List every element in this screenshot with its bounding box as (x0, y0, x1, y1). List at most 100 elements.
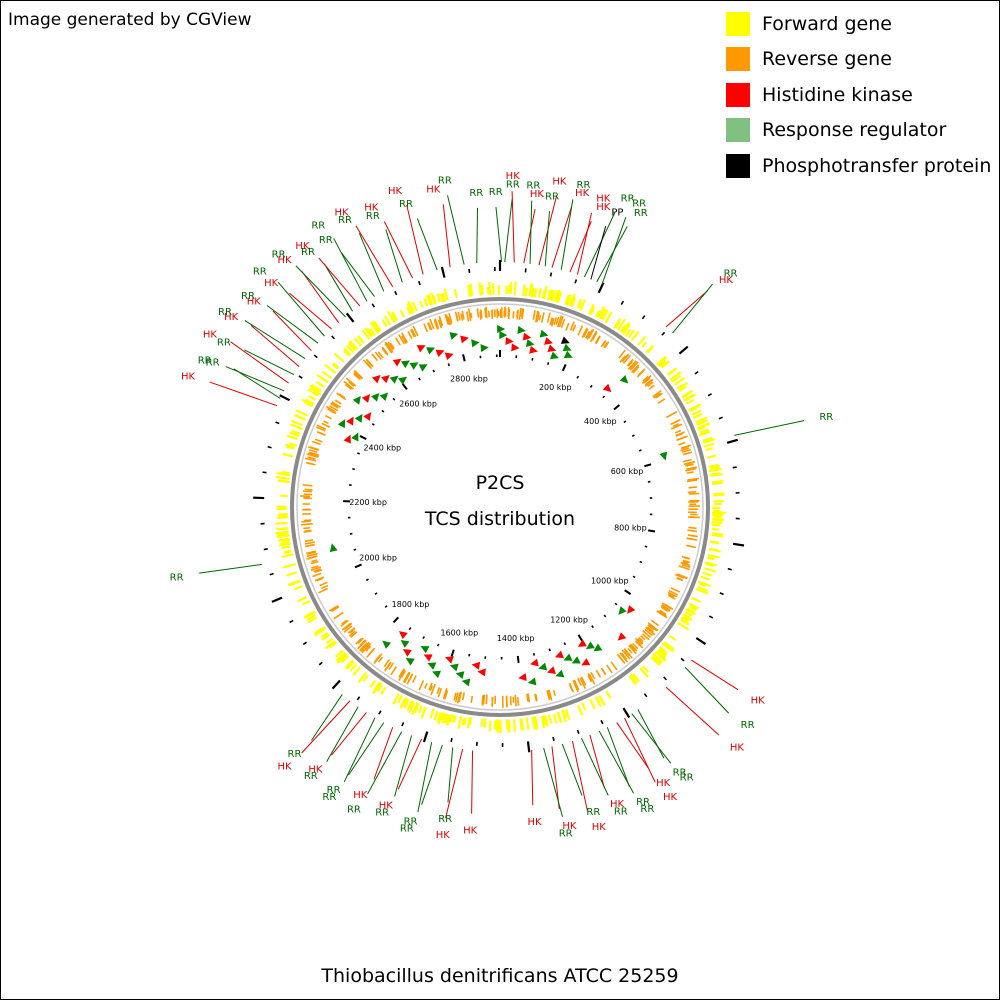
forward-gene-mark (357, 335, 365, 344)
reverse-gene-mark (647, 381, 654, 388)
forward-gene-mark (406, 306, 412, 315)
reverse-gene-mark (682, 458, 692, 463)
reverse-gene-mark (643, 377, 651, 384)
forward-gene-mark (689, 405, 700, 413)
minor-tick (353, 548, 357, 551)
feature-label: RR (170, 573, 184, 584)
forward-gene-mark (283, 453, 293, 458)
leader-line (230, 341, 289, 384)
feature-label: HK (562, 821, 577, 832)
outer-major-tick (526, 741, 531, 753)
backbone-inner (296, 303, 704, 711)
feature-arrow (382, 640, 392, 649)
reverse-gene-mark (340, 619, 349, 627)
reverse-gene-mark (447, 316, 452, 326)
reverse-gene-mark (548, 689, 553, 701)
feature-label: RR (632, 198, 646, 209)
reverse-gene-mark (610, 661, 618, 671)
feature-arrow (522, 332, 532, 341)
legend-item-forward-gene: Forward gene (726, 6, 991, 42)
reverse-gene-mark (604, 341, 610, 349)
forward-gene-mark (712, 479, 724, 484)
leader-line (531, 749, 534, 806)
reverse-gene-mark (384, 661, 392, 672)
reverse-gene-mark (424, 683, 428, 689)
feature-label: HK (203, 329, 218, 340)
reverse-gene-mark (398, 334, 405, 345)
reverse-gene-mark (680, 561, 691, 567)
reverse-gene-mark (484, 307, 487, 318)
forward-gene-mark (604, 311, 613, 323)
reverse-gene-mark (687, 529, 697, 533)
reverse-gene-mark (407, 673, 413, 682)
outer-minor-tick (708, 615, 714, 619)
feature-arrow (329, 543, 338, 553)
forward-gene-mark (285, 443, 295, 449)
forward-gene-mark (652, 652, 661, 661)
forward-gene-mark (631, 673, 640, 683)
feature-arrow (427, 662, 437, 670)
reverse-gene-mark (518, 307, 522, 321)
reverse-gene-mark (569, 684, 573, 691)
reverse-gene-mark (371, 353, 379, 362)
legend-label-phosphotransfer-protein: Phosphotransfer protein (762, 154, 992, 177)
feature-label: RR (218, 307, 232, 318)
forward-gene-mark (366, 327, 374, 337)
feature-arrow (343, 434, 351, 444)
forward-gene-mark (427, 293, 434, 305)
feature-label: RR (338, 215, 352, 226)
reverse-gene-mark (627, 360, 637, 370)
forward-gene-mark (406, 701, 413, 711)
tick-label: 400 kbp (584, 417, 617, 426)
reverse-gene-mark (550, 318, 555, 327)
feature-arrow (627, 605, 636, 614)
feature-label: RR (400, 824, 414, 835)
forward-gene-mark (304, 398, 314, 405)
feature-arrow (409, 362, 419, 370)
forward-gene-mark (364, 327, 373, 338)
forward-gene-mark (343, 349, 350, 357)
leader-line (266, 305, 319, 344)
forward-gene-mark (316, 381, 325, 388)
forward-gene-mark (595, 310, 601, 318)
feature-label: RR (614, 806, 628, 817)
feature-label: RR (438, 814, 452, 825)
feature-label: RR (545, 191, 559, 202)
leader-line (272, 310, 312, 352)
reverse-gene-mark (660, 606, 669, 612)
outer-minor-tick (620, 300, 625, 305)
reverse-gene-mark (622, 354, 629, 362)
reverse-gene-mark (304, 541, 316, 545)
reverse-gene-mark (675, 431, 685, 437)
feature-arrow (405, 658, 415, 666)
reverse-gene-mark (381, 346, 389, 356)
reverse-gene-mark (304, 488, 313, 491)
reverse-gene-mark (573, 682, 578, 691)
feature-label: RR (272, 250, 286, 261)
forward-gene-mark (343, 347, 352, 356)
tick-label: 600 kbp (611, 467, 644, 476)
reverse-gene-mark (683, 460, 696, 466)
reverse-gene-mark (374, 351, 382, 361)
forward-gene-mark (541, 716, 545, 725)
reverse-gene-mark (670, 423, 683, 430)
outer-minor-tick (468, 268, 471, 274)
leader-line (311, 694, 343, 741)
feature-arrow (562, 343, 572, 352)
reverse-gene-mark (303, 493, 313, 496)
minor-tick (408, 627, 412, 631)
reverse-gene-mark (645, 379, 653, 386)
reverse-gene-mark (648, 623, 658, 632)
forward-gene-mark (631, 330, 640, 341)
forward-gene-mark (446, 714, 452, 726)
reverse-gene-mark (573, 679, 580, 691)
forward-gene-mark (406, 303, 414, 315)
feature-label: HK (528, 817, 543, 828)
major-tick (462, 354, 466, 362)
forward-gene-mark (657, 356, 668, 367)
reverse-gene-mark (310, 560, 319, 565)
reverse-gene-mark (307, 446, 319, 451)
reverse-gene-mark (629, 643, 638, 652)
reverse-gene-mark (323, 420, 329, 425)
